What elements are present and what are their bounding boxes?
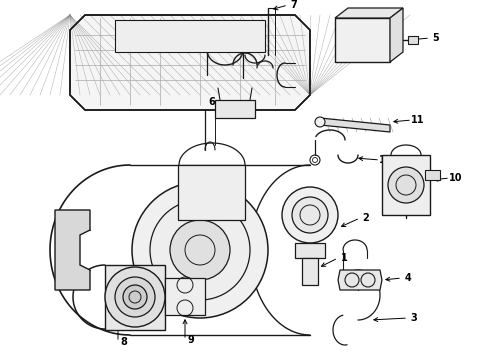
Polygon shape <box>55 210 90 290</box>
Text: 6: 6 <box>209 97 216 107</box>
Text: 4: 4 <box>405 273 412 283</box>
Text: 10: 10 <box>449 173 463 183</box>
Circle shape <box>115 277 155 317</box>
Polygon shape <box>302 258 318 285</box>
Circle shape <box>282 187 338 243</box>
Text: 8: 8 <box>121 337 127 347</box>
Circle shape <box>315 117 325 127</box>
Text: 11: 11 <box>411 115 425 125</box>
Circle shape <box>150 200 250 300</box>
Text: 2: 2 <box>363 213 369 223</box>
Polygon shape <box>70 15 310 110</box>
Polygon shape <box>215 100 255 118</box>
Circle shape <box>292 197 328 233</box>
Polygon shape <box>338 270 382 290</box>
Circle shape <box>105 267 165 327</box>
Circle shape <box>170 220 230 280</box>
Polygon shape <box>335 18 390 62</box>
Polygon shape <box>408 36 418 44</box>
Polygon shape <box>390 8 403 62</box>
Text: 12: 12 <box>379 155 393 165</box>
Polygon shape <box>425 170 440 180</box>
Polygon shape <box>105 265 165 330</box>
Polygon shape <box>335 8 403 18</box>
Text: 9: 9 <box>188 335 195 345</box>
Text: 7: 7 <box>291 0 297 10</box>
Text: 5: 5 <box>433 33 440 43</box>
Text: 1: 1 <box>341 253 347 263</box>
Text: 3: 3 <box>411 313 417 323</box>
Polygon shape <box>382 155 430 215</box>
Circle shape <box>388 167 424 203</box>
Polygon shape <box>178 165 245 220</box>
Polygon shape <box>295 243 325 258</box>
Circle shape <box>123 285 147 309</box>
Circle shape <box>132 182 268 318</box>
Polygon shape <box>165 278 205 315</box>
Polygon shape <box>115 20 265 52</box>
Polygon shape <box>320 118 390 132</box>
